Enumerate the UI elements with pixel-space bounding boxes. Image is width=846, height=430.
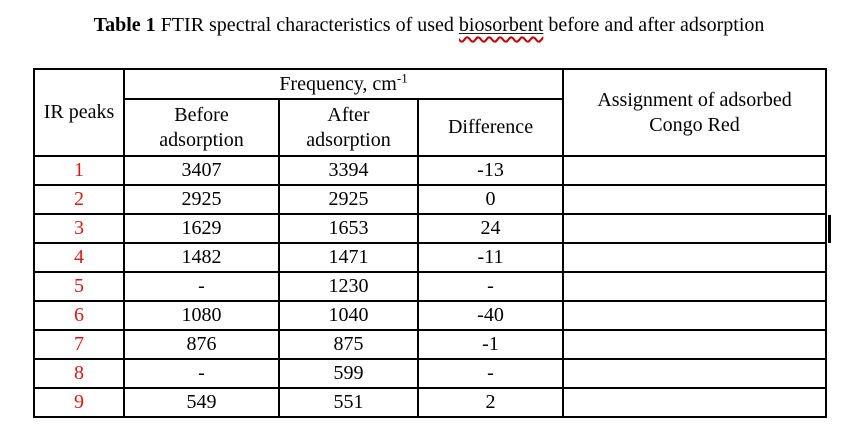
cell-assignment[interactable] — [562, 271, 828, 302]
cell-assignment[interactable] — [562, 358, 828, 389]
cell-peak[interactable]: 6 — [33, 300, 125, 331]
frequency-label: Frequency, cm — [279, 72, 397, 95]
table-caption-text-pre: FTIR spectral characteristics of used — [155, 14, 459, 36]
table-caption[interactable]: Table 1 FTIR spectral characteristics of… — [33, 12, 825, 38]
cell-peak[interactable]: 9 — [33, 387, 125, 418]
ftir-table: IR peaks Frequency, cm-1 Assignment of a… — [33, 68, 828, 418]
cell-difference[interactable]: -1 — [416, 329, 565, 360]
cell-before[interactable]: 2925 — [123, 184, 280, 215]
cell-peak[interactable]: 3 — [33, 213, 125, 244]
cell-after[interactable]: 1653 — [278, 213, 419, 244]
cell-after[interactable]: 875 — [278, 329, 419, 360]
underlined-word: biosorbent — [458, 14, 544, 36]
cell-peak[interactable]: 7 — [33, 329, 125, 360]
cell-before[interactable]: 1080 — [123, 300, 280, 331]
cell-difference[interactable]: - — [416, 271, 565, 302]
cell-assignment[interactable] — [562, 387, 828, 418]
cell-peak[interactable]: 8 — [33, 358, 125, 389]
cell-after[interactable]: 599 — [278, 358, 419, 389]
header-cell-difference[interactable]: Difference — [416, 98, 565, 157]
cell-assignment[interactable] — [562, 300, 828, 331]
cell-peak[interactable]: 4 — [33, 242, 125, 273]
cell-difference[interactable]: 0 — [416, 184, 565, 215]
text-caret — [828, 215, 831, 243]
header-row-group: IR peaks Frequency, cm-1 Assignment of a… — [33, 68, 828, 157]
table-row: 4 1482 1471 -11 — [33, 242, 828, 273]
cell-difference[interactable]: -40 — [416, 300, 565, 331]
table-row: 2 2925 2925 0 — [33, 184, 828, 215]
cell-after[interactable]: 1040 — [278, 300, 419, 331]
header-cell-after[interactable]: After adsorption — [278, 98, 419, 157]
cell-assignment[interactable] — [562, 155, 828, 186]
cell-assignment[interactable] — [562, 184, 828, 215]
cell-after[interactable]: 2925 — [278, 184, 419, 215]
table-caption-text-post: before and after adsorption — [543, 14, 765, 36]
cell-assignment[interactable] — [562, 213, 828, 244]
cell-before[interactable]: 1629 — [123, 213, 280, 244]
cell-before[interactable]: - — [123, 271, 280, 302]
cell-peak[interactable]: 2 — [33, 184, 125, 215]
header-cell-assignment[interactable]: Assignment of adsorbed Congo Red — [562, 68, 828, 157]
table-row: 8 - 599 - — [33, 358, 828, 389]
cell-after[interactable]: 1230 — [278, 271, 419, 302]
table-row: 5 - 1230 - — [33, 271, 828, 302]
cell-before[interactable]: 1482 — [123, 242, 280, 273]
cell-peak[interactable]: 5 — [33, 271, 125, 302]
cell-difference[interactable]: 2 — [416, 387, 565, 418]
cell-before[interactable]: 876 — [123, 329, 280, 360]
header-cell-before[interactable]: Before adsorption — [123, 98, 280, 157]
cell-difference[interactable]: 24 — [416, 213, 565, 244]
table-row: 1 3407 3394 -13 — [33, 155, 828, 186]
cell-difference[interactable]: -13 — [416, 155, 565, 186]
table-row: 7 876 875 -1 — [33, 329, 828, 360]
table-row: 6 1080 1040 -40 — [33, 300, 828, 331]
header-row-sub: Before adsorption After adsorption Diffe… — [34, 98, 826, 157]
cell-before[interactable]: 549 — [123, 387, 280, 418]
cell-before[interactable]: - — [123, 358, 280, 389]
header-cell-frequency[interactable]: Frequency, cm-1 — [122, 68, 565, 100]
header-cell-ir-peaks[interactable]: IR peaks — [33, 68, 125, 157]
cell-after[interactable]: 3394 — [278, 155, 419, 186]
table-caption-number: Table 1 — [93, 14, 156, 36]
cell-difference[interactable]: -11 — [416, 242, 565, 273]
cell-peak[interactable]: 1 — [33, 155, 125, 186]
cell-assignment[interactable] — [562, 242, 828, 273]
spellcheck-flagged-word: biosorbent — [459, 14, 543, 36]
cell-after[interactable]: 551 — [278, 387, 419, 418]
frequency-superscript: -1 — [396, 69, 408, 85]
cell-before[interactable]: 3407 — [123, 155, 280, 186]
table-row: 3 1629 1653 24 — [33, 213, 828, 244]
cell-after[interactable]: 1471 — [278, 242, 419, 273]
table-row: 9 549 551 2 — [33, 387, 828, 418]
cell-assignment[interactable] — [562, 329, 828, 360]
cell-difference[interactable]: - — [416, 358, 565, 389]
